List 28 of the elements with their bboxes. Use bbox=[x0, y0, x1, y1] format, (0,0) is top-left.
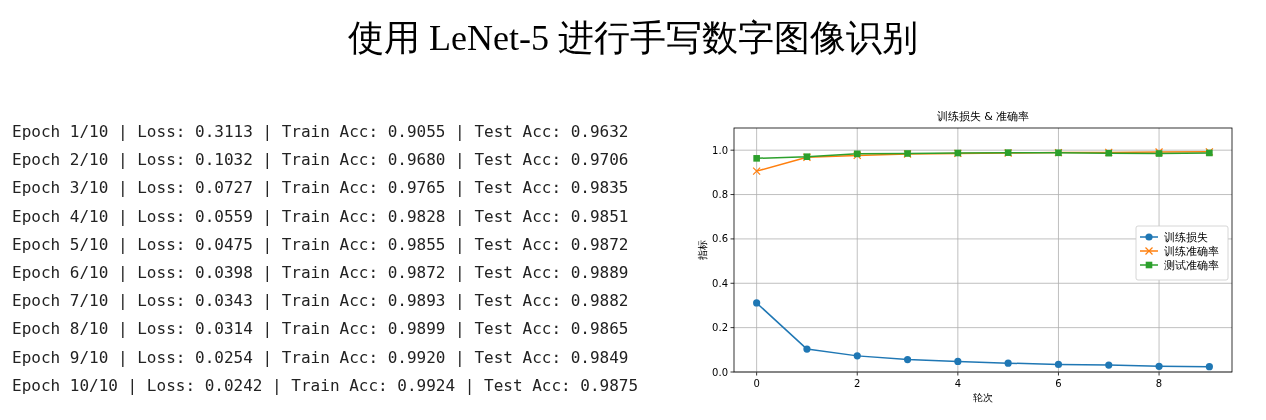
y-tick-label: 0.8 bbox=[712, 189, 728, 201]
text: Epoch 4/10 | Loss: 0.0559 | Train Acc: 0.9828 | Test Acc: 0.9851 bbox=[12, 205, 630, 228]
chart-title: 训练损失 & 准确率 bbox=[936, 110, 1030, 123]
y-axis-title: 指标 bbox=[697, 240, 708, 261]
text: Epoch 1/10 | Loss: 0.3113 | Train Acc: 0.9055 | Test Acc: 0.9632 bbox=[12, 121, 630, 143]
legend-label: 测试准确率 bbox=[1164, 258, 1219, 272]
text: Epoch 6/10 | Loss: 0.0398 | Train Acc: 0.9872 | Test Acc: 0.9889 bbox=[12, 261, 630, 284]
text: Epoch 2/10 | Loss: 0.1032 | Train Acc: 0.9680 | Test Acc: 0.9706 bbox=[12, 149, 630, 172]
y-tick-label: 0.2 bbox=[712, 322, 728, 334]
legend-label: 训练损失 bbox=[1164, 230, 1208, 244]
y-tick-label: 0.4 bbox=[712, 277, 728, 289]
x-axis-title: 轮次 bbox=[973, 392, 993, 403]
x-tick-label: 0 bbox=[753, 378, 760, 389]
x-tick-label: 2 bbox=[854, 378, 861, 389]
x-tick-label: 6 bbox=[1055, 378, 1062, 389]
text: Epoch 5/10 | Loss: 0.0475 | Train Acc: 0.9855 | Test Acc: 0.9872 bbox=[12, 233, 630, 256]
legend-label: 训练准确率 bbox=[1164, 244, 1219, 258]
text: Epoch 7/10 | Loss: 0.0343 | Train Acc: 0.9893 | Test Acc: 0.9882 bbox=[12, 290, 630, 313]
x-tick-label: 4 bbox=[954, 378, 962, 389]
y-tick-label: 0.6 bbox=[712, 233, 728, 245]
y-tick-label: 0.0 bbox=[712, 366, 728, 378]
x-tick-label: 8 bbox=[1155, 378, 1163, 389]
y-tick-label: 1.0 bbox=[712, 144, 728, 156]
text: Epoch 10/10 | Loss: 0.0242 | Train Acc: 0.9924 | Test Acc: 0.9875 bbox=[12, 374, 639, 397]
text: Epoch 3/10 | Loss: 0.0727 | Train Acc: 0.9765 | Test Acc: 0.9835 bbox=[12, 177, 630, 200]
text: 使用 LeNet-5 进行手写数字图像识别 bbox=[347, 17, 919, 60]
text: Epoch 8/10 | Loss: 0.0314 | Train Acc: 0.9899 | Test Acc: 0.9865 bbox=[12, 318, 630, 341]
text: Epoch 9/10 | Loss: 0.0254 | Train Acc: 0.9920 | Test Acc: 0.9849 bbox=[12, 346, 630, 369]
